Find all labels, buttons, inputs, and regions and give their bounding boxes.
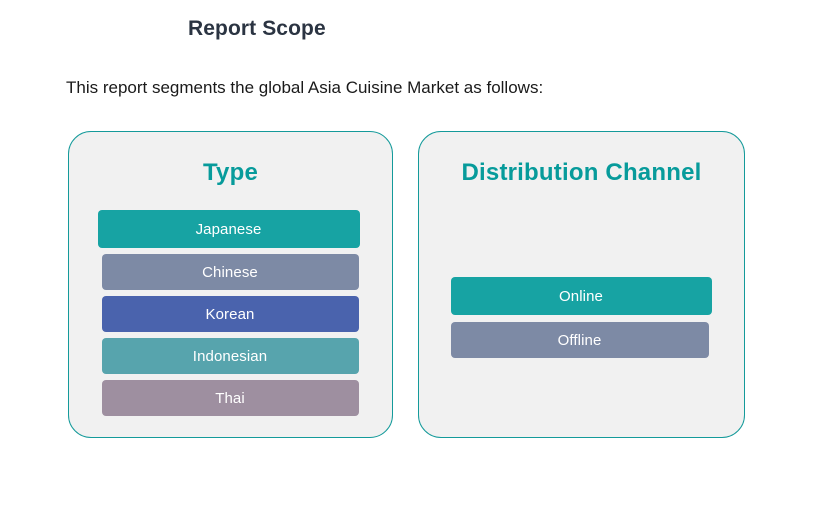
segment-bar-indonesian[interactable]: Indonesian [101, 338, 359, 374]
segment-bar-online[interactable]: Online [450, 277, 712, 315]
segment-panel-type: Type Japanese Chinese Korean Indonesian … [68, 131, 393, 438]
segment-panel-distribution-channel: Distribution Channel Online Offline [418, 131, 745, 438]
segment-bar-list-type: Japanese Chinese Korean Indonesian Thai [69, 210, 392, 422]
list-item: Indonesian [69, 338, 392, 374]
list-item: Thai [69, 380, 392, 416]
segment-bar-japanese[interactable]: Japanese [97, 210, 360, 248]
segment-bar-thai[interactable]: Thai [101, 380, 359, 416]
list-item: Korean [69, 296, 392, 332]
segment-bar-list-distribution-channel: Online Offline [419, 277, 744, 364]
segment-bar-chinese[interactable]: Chinese [101, 254, 359, 290]
page-title: Report Scope [188, 17, 326, 40]
list-item: Online [419, 277, 744, 315]
list-item: Japanese [69, 210, 392, 248]
list-item: Offline [419, 322, 744, 358]
intro-description: This report segments the global Asia Cui… [66, 78, 544, 97]
segment-bar-offline[interactable]: Offline [450, 322, 709, 358]
segment-bar-korean[interactable]: Korean [101, 296, 359, 332]
panel-heading-type: Type [202, 159, 259, 186]
panel-heading-distribution-channel: Distribution Channel [461, 159, 702, 186]
list-item: Chinese [69, 254, 392, 290]
